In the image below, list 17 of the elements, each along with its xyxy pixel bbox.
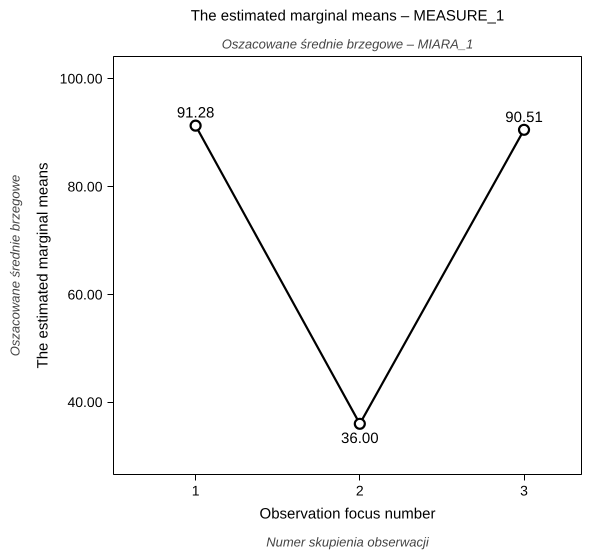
x-tick-label: 3 (520, 482, 528, 498)
data-label: 90.51 (505, 108, 543, 126)
y-tick-label: 40.00 (67, 394, 103, 410)
chart-title: The estimated marginal means – MEASURE_1 (190, 8, 504, 24)
data-label: 91.28 (176, 104, 214, 122)
point (518, 124, 530, 136)
x-axis-title: Observation focus number Numer skupienia obserwacji (260, 506, 436, 550)
data-label: 36.00 (341, 430, 379, 447)
chart-subtitle: Oszacowane średnie brzegowe – MIARA_1 (222, 36, 474, 52)
y-tick-label: 100.00 (60, 70, 103, 87)
point (354, 418, 366, 430)
y-tick-label: 60.00 (67, 286, 103, 302)
point (190, 120, 202, 132)
x-tick-label: 2 (356, 482, 364, 498)
y-tick-label: 80.00 (67, 178, 103, 194)
x-tick-label: 1 (192, 482, 200, 498)
y-axis-title: The estimated marginal means Oszacowane średnie brzegowe (8, 162, 52, 368)
